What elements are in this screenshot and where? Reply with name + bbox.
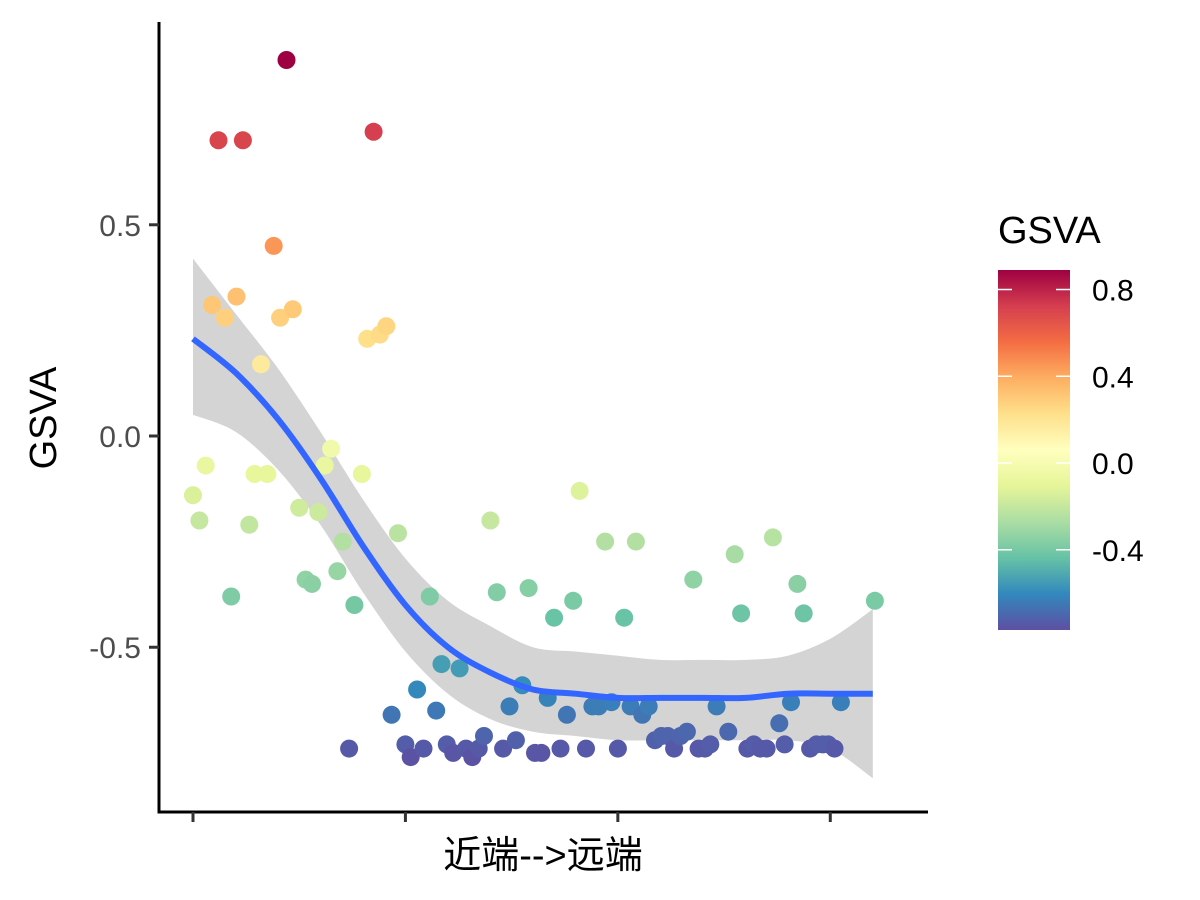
data-point xyxy=(382,705,401,724)
legend-title: GSVA xyxy=(998,210,1101,252)
confidence-band xyxy=(193,258,873,779)
data-point xyxy=(414,739,433,758)
data-point xyxy=(333,532,352,551)
data-point xyxy=(865,591,884,610)
data-point xyxy=(677,722,696,741)
data-point xyxy=(557,705,576,724)
data-point xyxy=(639,697,658,716)
data-point xyxy=(481,511,500,530)
data-point xyxy=(271,308,290,327)
data-point xyxy=(203,296,222,314)
data-point xyxy=(684,570,703,589)
data-point xyxy=(315,456,334,475)
data-point xyxy=(450,659,469,678)
x-axis-title: 近端-->远端 xyxy=(443,835,643,877)
smooth-line-layer xyxy=(191,336,873,702)
data-point xyxy=(519,579,538,598)
data-point xyxy=(408,680,427,699)
data-point xyxy=(763,528,782,547)
colorbar-legend: GSVA -0.4 0.0 0.4 0.8 xyxy=(998,210,1144,630)
data-point xyxy=(377,317,396,336)
data-point xyxy=(240,515,259,534)
data-point xyxy=(184,486,202,505)
data-point xyxy=(770,714,789,733)
data-point xyxy=(577,739,595,758)
colorbar-tick-label: 0.0 xyxy=(1092,448,1134,481)
y-tick-label: 0.0 xyxy=(99,421,141,454)
data-point xyxy=(475,727,493,745)
data-point xyxy=(545,608,564,627)
data-point xyxy=(725,545,744,564)
data-point xyxy=(345,596,364,614)
data-point xyxy=(258,465,277,483)
data-point xyxy=(782,693,800,712)
data-point xyxy=(340,739,359,758)
data-point xyxy=(215,308,234,327)
data-point xyxy=(506,731,525,750)
data-point xyxy=(328,562,347,581)
data-point xyxy=(831,693,850,712)
data-point xyxy=(564,591,583,610)
data-point xyxy=(252,355,270,374)
data-point xyxy=(707,697,726,716)
data-point xyxy=(420,587,439,606)
data-point xyxy=(309,503,328,522)
data-point xyxy=(608,739,627,758)
y-tick-label: -0.5 xyxy=(89,632,141,665)
axes-layer: -0.5 0.0 0.5 xyxy=(89,22,928,822)
data-point xyxy=(401,748,420,767)
y-tick-label: 0.5 xyxy=(99,210,141,243)
data-point xyxy=(494,739,513,758)
data-point xyxy=(233,131,252,150)
data-point xyxy=(732,604,751,623)
data-point xyxy=(190,511,209,530)
data-point xyxy=(570,481,589,500)
data-point xyxy=(352,465,371,483)
data-point xyxy=(615,608,634,627)
data-point xyxy=(775,735,794,754)
data-point xyxy=(245,465,264,483)
data-point xyxy=(757,739,776,758)
confidence-band-layer xyxy=(193,258,873,779)
colorbar-tick-label: -0.4 xyxy=(1092,535,1144,568)
data-point xyxy=(303,574,321,593)
colorbar-tick-label: 0.4 xyxy=(1092,361,1134,394)
smooth-line xyxy=(191,336,873,702)
data-point xyxy=(283,300,302,319)
data-point xyxy=(364,122,383,141)
colorbar xyxy=(998,270,1070,630)
data-point xyxy=(487,583,506,602)
data-point xyxy=(825,739,844,758)
data-point xyxy=(196,456,215,475)
data-point xyxy=(788,574,807,593)
data-point xyxy=(432,655,451,674)
data-point xyxy=(290,498,309,517)
data-point xyxy=(719,722,738,741)
data-point xyxy=(389,524,407,543)
data-point xyxy=(701,735,720,754)
points-layer xyxy=(184,51,884,767)
data-point xyxy=(209,131,228,150)
data-point xyxy=(427,701,446,720)
data-point xyxy=(794,604,813,623)
colorbar-tick-label: 0.8 xyxy=(1092,275,1134,308)
data-point xyxy=(626,532,645,551)
data-point xyxy=(551,739,570,758)
y-axis-title: GSVA xyxy=(23,366,65,469)
data-point xyxy=(596,532,615,551)
data-point xyxy=(322,439,341,458)
data-point xyxy=(532,743,551,762)
data-point xyxy=(264,236,283,255)
data-point xyxy=(277,51,296,69)
data-point xyxy=(227,287,246,306)
data-point xyxy=(222,587,241,606)
data-point xyxy=(500,697,519,716)
